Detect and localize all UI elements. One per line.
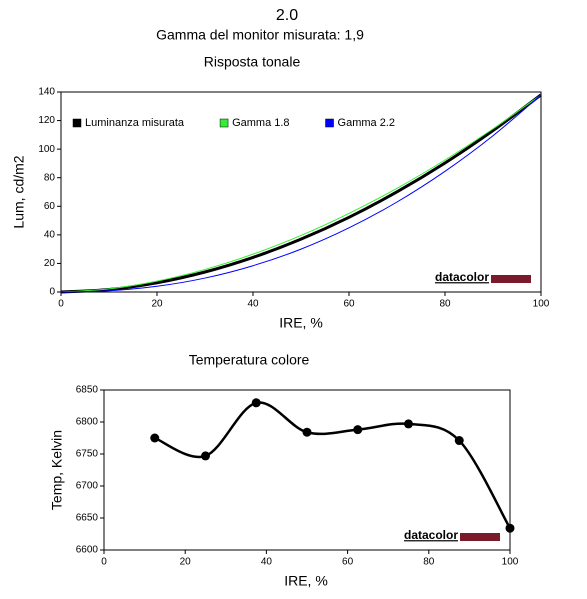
plot-frame: [103, 389, 511, 551]
y-axis-label: Temp, Kelvin: [49, 430, 65, 510]
chart-title: Risposta tonale: [204, 54, 301, 70]
x-tick-label: 40: [247, 299, 259, 310]
point: [251, 398, 261, 408]
x-axis-label: IRE, %: [279, 315, 323, 331]
y-tick-label: 20: [44, 258, 56, 269]
point: [404, 419, 413, 429]
y-tick-label: 100: [38, 144, 55, 155]
legend-swatch: [325, 118, 334, 128]
series-line: [60, 94, 542, 293]
x-tick-label: 0: [58, 299, 64, 310]
legend-label: Gamma 1.8: [232, 117, 289, 129]
x-tick-label: 0: [101, 557, 107, 568]
point: [201, 451, 210, 461]
series-line: [60, 93, 542, 294]
watermark: datacolor: [404, 528, 458, 542]
series-line: [154, 401, 512, 529]
y-tick-label: 60: [44, 201, 56, 212]
point: [454, 436, 464, 446]
watermark-bar: [491, 275, 531, 283]
point: [302, 427, 312, 437]
y-tick-label: 6850: [76, 385, 99, 396]
y-tick-label: 140: [38, 87, 55, 98]
x-axis-label: IRE, %: [284, 573, 328, 589]
legend-swatch: [219, 118, 229, 128]
legend-label: Gamma 2.2: [338, 117, 395, 129]
x-tick-label: 100: [533, 299, 550, 310]
series-line: [60, 94, 542, 293]
x-tick-label: 40: [261, 557, 273, 568]
x-tick-label: 20: [151, 299, 163, 310]
x-tick-label: 80: [423, 557, 435, 568]
x-tick-label: 80: [439, 299, 451, 310]
y-tick-label: 6600: [76, 545, 99, 556]
y-tick-label: 0: [49, 287, 55, 298]
y-tick-label: 6750: [76, 449, 99, 460]
y-axis-label: Lum, cd/m2: [11, 155, 27, 228]
x-tick-label: 60: [342, 557, 354, 568]
watermark-bar: [460, 533, 500, 541]
y-tick-label: 6800: [76, 417, 99, 428]
x-tick-label: 100: [502, 557, 519, 568]
page-title: 2.0: [276, 7, 298, 24]
point: [150, 433, 160, 443]
chart-title: Temperatura colore: [189, 352, 310, 368]
legend-swatch: [72, 118, 82, 128]
point: [505, 523, 515, 533]
y-tick-label: 80: [44, 172, 56, 183]
x-tick-label: 60: [343, 299, 355, 310]
point: [353, 425, 363, 435]
legend-label: Luminanza misurata: [85, 117, 185, 129]
plot-frame: [60, 91, 542, 293]
y-tick-label: 6700: [76, 481, 99, 492]
y-tick-label: 6650: [76, 513, 99, 524]
page-subtitle: Gamma del monitor misurata: 1,9: [156, 27, 364, 43]
watermark: datacolor: [435, 270, 489, 284]
x-tick-label: 20: [180, 557, 192, 568]
y-tick-label: 120: [38, 115, 55, 126]
y-tick-label: 40: [44, 229, 56, 240]
